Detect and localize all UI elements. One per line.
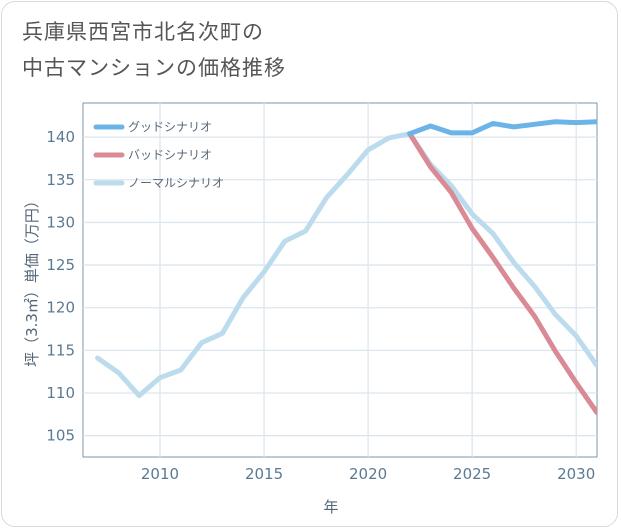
y-tick-label-130: 130	[46, 213, 75, 231]
y-tick-label-115: 115	[46, 341, 75, 359]
y-tick-label-120: 120	[46, 299, 75, 317]
y-tick-label-140: 140	[46, 128, 75, 146]
series-line-1	[407, 131, 597, 416]
series-line-0	[407, 119, 597, 137]
x-tick-label-2010: 2010	[141, 465, 179, 483]
y-tick-label-110: 110	[46, 384, 75, 402]
x-tick-label-2015: 2015	[245, 465, 283, 483]
chart-title-line-1: 兵庫県西宮市北名次町の	[22, 20, 264, 44]
legend-label-2: ノーマルシナリオ	[128, 176, 224, 190]
x-tick-label-2030: 2030	[557, 465, 595, 483]
axis-ticks: 2010 2015 2020 2025 2030 105 110 115 120 125 130 13…	[46, 128, 595, 483]
series-line-2	[95, 131, 597, 399]
y-tick-label-135: 135	[46, 171, 75, 189]
y-tick-label-105: 105	[46, 427, 75, 445]
x-axis-label: 年	[323, 498, 338, 516]
plot-area	[82, 102, 598, 458]
y-tick-label-125: 125	[46, 256, 75, 274]
legend-label-1: バッドシナリオ	[128, 148, 212, 162]
x-tick-label-2020: 2020	[349, 465, 387, 483]
chart-title: 兵庫県西宮市北名次町の 中古マンションの価格推移	[22, 14, 382, 86]
x-tick-label-2025: 2025	[453, 465, 491, 483]
legend-label-0: グッドシナリオ	[128, 120, 212, 134]
series-lines	[95, 119, 597, 416]
y-axis-label: 坪（3.3㎡）単価（万円）	[23, 193, 41, 367]
chart-title-line-2: 中古マンションの価格推移	[22, 56, 286, 80]
